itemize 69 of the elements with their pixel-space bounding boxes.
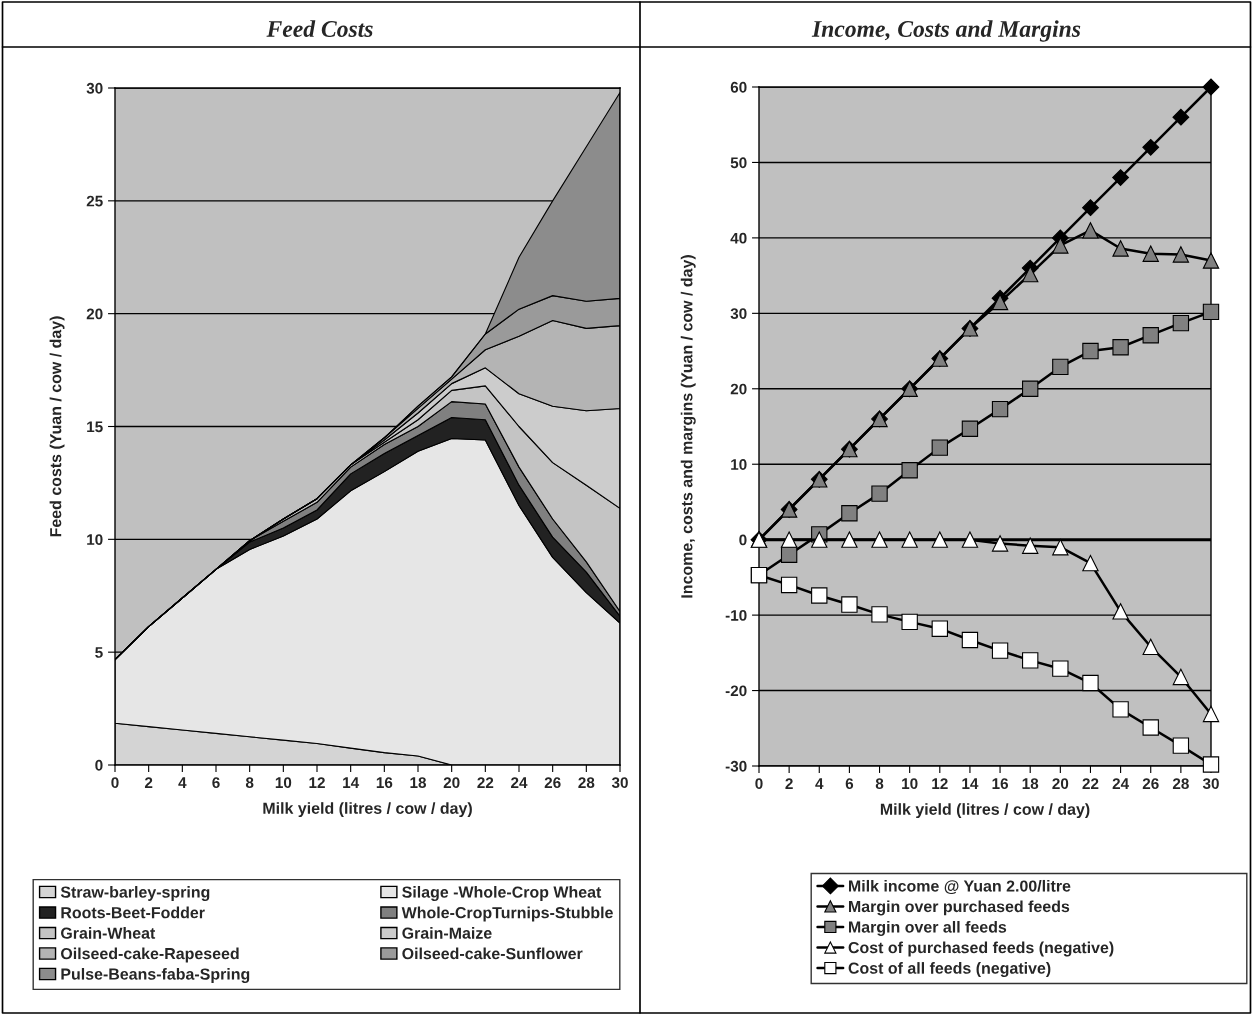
y-tick-label: -20 — [725, 685, 747, 697]
x-tick-label: 20 — [1052, 778, 1069, 790]
x-tick-label: 14 — [962, 778, 979, 789]
y-tick-label: -30 — [725, 760, 747, 772]
x-tick-label: 26 — [544, 777, 561, 789]
x-tick-label: 16 — [376, 777, 393, 789]
y-tick-label: 25 — [86, 195, 103, 207]
x-tick-label: 18 — [1022, 778, 1039, 790]
legend-label: Margin over all feeds — [849, 920, 1007, 936]
x-tick-label: 6 — [212, 777, 220, 789]
x-tick-label: 24 — [511, 777, 528, 788]
x-tick-label: 22 — [477, 777, 494, 788]
y-tick-label: 30 — [730, 308, 747, 320]
x-tick-label: 26 — [1142, 778, 1159, 790]
y-tick-label: 20 — [730, 383, 747, 395]
y-tick-label: 10 — [731, 459, 747, 470]
x-tick-label: 12 — [932, 778, 948, 789]
legend-label: Cost of all feeds (negative) — [848, 962, 1051, 978]
legend-label: Grain-Maize — [402, 927, 492, 939]
legend-label: Straw-barley-spring — [60, 886, 210, 901]
legend-label: Pulse-Beans-faba-Spring — [61, 968, 250, 983]
x-axis-title: Milk yield (litres / cow / day) — [880, 803, 1090, 819]
x-tick-label: 24 — [1112, 778, 1130, 789]
legend-label: Whole-CropTurnips-Stubble — [401, 906, 613, 922]
x-tick-label: 10 — [275, 777, 292, 789]
x-tick-label: 2 — [785, 778, 793, 789]
y-tick-label: 30 — [86, 82, 103, 94]
y-axis-title: Feed costs (Yuan / cow / day) — [49, 316, 65, 537]
y-tick-label: -10 — [725, 609, 747, 621]
legend-label: Roots-Beet-Fodder — [61, 906, 205, 919]
y-tick-label: 0 — [95, 759, 103, 771]
x-tick-label: 12 — [309, 777, 325, 788]
x-tick-label: 6 — [845, 778, 854, 790]
x-tick-label: 0 — [111, 777, 119, 789]
y-tick-label: 20 — [86, 308, 103, 320]
y-tick-label: 0 — [739, 534, 747, 546]
legend-label: Silage -Whole-Crop Wheat — [402, 886, 602, 901]
x-tick-label: 16 — [992, 778, 1009, 790]
y-tick-label: 5 — [95, 647, 103, 658]
legend-label: Oilseed-cake-Rapeseed — [61, 947, 239, 963]
legend-label: Cost of purchased feeds (negative) — [848, 941, 1114, 957]
chart-title: Income, Costs and Margins — [811, 20, 1081, 42]
x-axis-title: Milk yield (litres / cow / day) — [263, 802, 472, 818]
x-tick-label: 22 — [1082, 778, 1099, 789]
y-axis-title: Income, costs and margins (Yuan / cow / day) — [680, 255, 696, 598]
x-tick-label: 14 — [343, 777, 360, 788]
y-tick-label: 50 — [730, 157, 747, 169]
x-tick-label: 4 — [815, 778, 824, 789]
legend-label: Margin over purchased feeds — [849, 900, 1070, 916]
x-tick-label: 2 — [144, 777, 153, 788]
x-tick-label: 30 — [611, 777, 628, 789]
legend-label: Milk income @ Yuan 2.00/litre — [849, 879, 1071, 895]
y-tick-label: 40 — [730, 232, 747, 244]
legend-label: Grain-Wheat — [61, 927, 156, 939]
y-tick-label: 10 — [87, 534, 103, 546]
y-tick-label: 15 — [87, 421, 103, 433]
x-tick-label: 28 — [578, 777, 595, 789]
legend-label: Oilseed-cake-Sunflower — [402, 947, 583, 960]
x-tick-label: 8 — [245, 777, 254, 789]
x-tick-label: 10 — [902, 778, 918, 790]
x-tick-label: 0 — [755, 778, 763, 790]
x-tick-label: 20 — [443, 777, 460, 789]
y-tick-label: 60 — [730, 81, 747, 93]
x-tick-label: 4 — [178, 777, 187, 788]
chart-title: Feed Costs — [266, 20, 373, 37]
x-tick-label: 30 — [1202, 778, 1219, 790]
x-tick-label: 28 — [1172, 778, 1189, 790]
x-tick-label: 18 — [410, 777, 427, 789]
x-tick-label: 8 — [875, 778, 884, 790]
